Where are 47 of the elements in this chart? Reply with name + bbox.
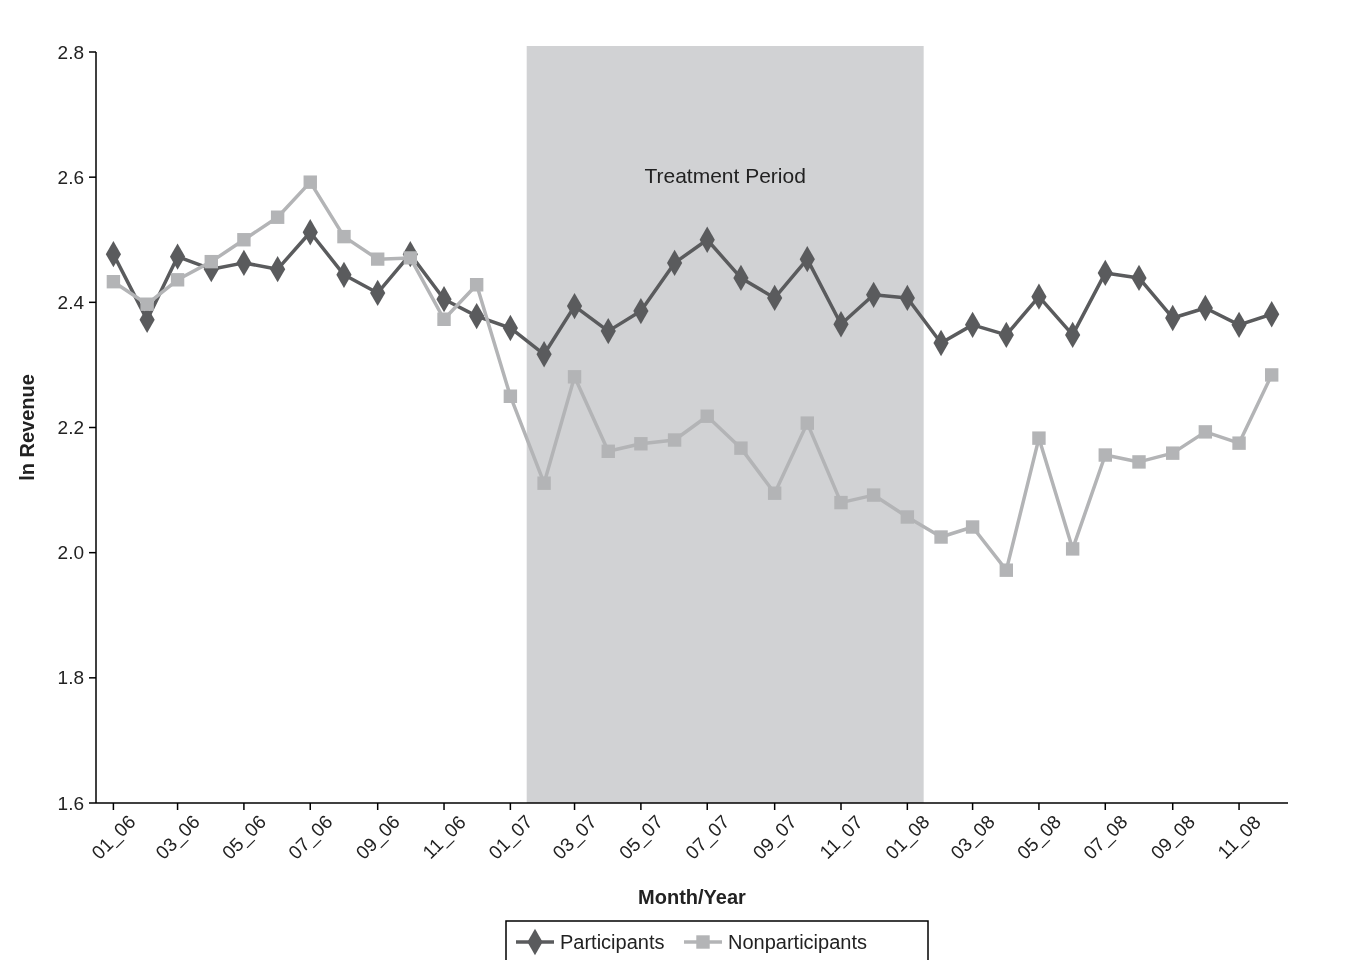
- point: [503, 389, 518, 403]
- y-tick-label: 2.0: [57, 542, 84, 564]
- point: [106, 274, 121, 289]
- point: [965, 520, 980, 534]
- point: [437, 312, 451, 326]
- point: [469, 278, 484, 292]
- y-tick-label: 1.6: [57, 792, 84, 814]
- point: [303, 175, 317, 189]
- point: [537, 476, 551, 490]
- point: [337, 229, 351, 244]
- point: [900, 510, 915, 524]
- point: [140, 297, 154, 311]
- point: [1198, 425, 1213, 439]
- y-tick-label: 2.8: [57, 41, 84, 63]
- y-tick-label: 2.4: [57, 291, 85, 313]
- point: [934, 530, 948, 544]
- point: [700, 409, 714, 423]
- point: [634, 437, 648, 451]
- point: [866, 488, 881, 502]
- point: [370, 252, 385, 266]
- x-axis-title: Month/Year: [638, 886, 747, 908]
- point: [567, 370, 582, 384]
- band-label: Treatment Period: [644, 164, 806, 187]
- y-axis-title: ln Revenue: [16, 374, 38, 481]
- point: [1166, 446, 1180, 460]
- legend-label: Nonparticipants: [728, 931, 867, 953]
- point: [270, 210, 285, 224]
- y-tick-label: 1.8: [57, 667, 84, 689]
- point: [800, 416, 814, 430]
- point: [734, 441, 748, 455]
- point: [667, 433, 682, 447]
- point: [767, 486, 782, 500]
- point: [601, 444, 615, 458]
- point: [237, 233, 251, 247]
- legend-label: Participants: [560, 931, 665, 953]
- point: [1232, 436, 1246, 450]
- point: [1132, 455, 1146, 469]
- point: [1065, 542, 1080, 556]
- point: [834, 495, 848, 510]
- point: [1264, 368, 1279, 382]
- y-tick-label: 2.2: [57, 417, 84, 439]
- point: [1032, 431, 1046, 445]
- point: [204, 254, 218, 269]
- y-tick-label: 2.6: [57, 166, 84, 188]
- point: [1098, 448, 1112, 462]
- point: [999, 563, 1014, 577]
- point: [170, 273, 185, 287]
